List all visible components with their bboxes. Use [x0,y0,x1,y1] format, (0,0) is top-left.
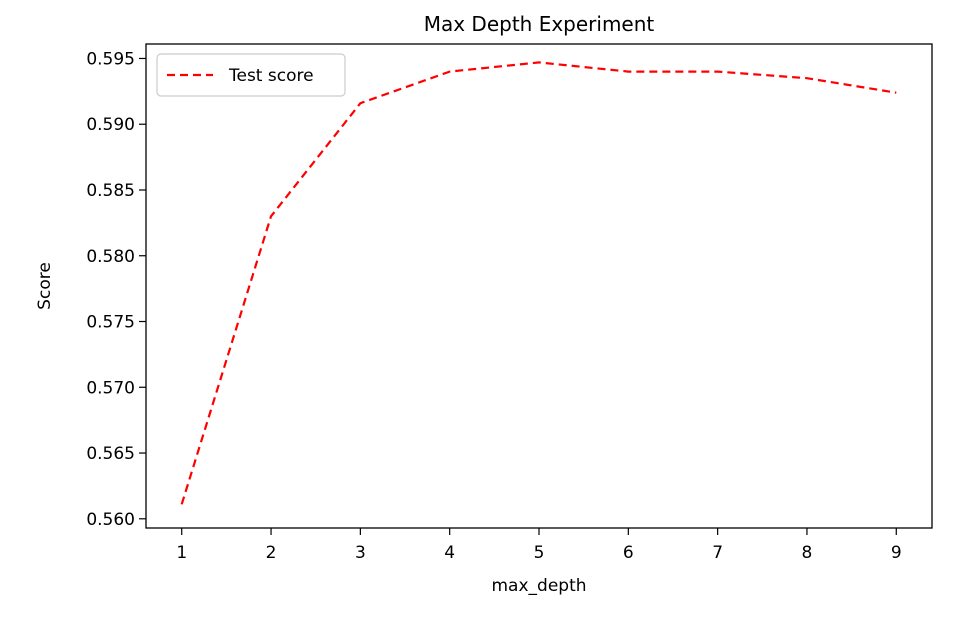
legend: Test score [156,53,346,97]
x-axis-label: max_depth [491,576,586,596]
plot-frame [145,43,933,529]
chart-title: Max Depth Experiment [424,12,655,36]
y-tick-label: 0.565 [86,444,135,464]
y-tick-label: 0.560 [86,510,135,530]
series-line-test-score [180,61,897,505]
x-tick-label: 6 [623,543,634,563]
x-tick-label: 5 [534,543,545,563]
plot-area [145,43,933,529]
y-tick-label: 0.580 [86,247,135,267]
y-tick-label: 0.570 [86,378,135,398]
x-tick-label: 4 [444,543,455,563]
y-tick-label: 0.585 [86,181,135,201]
y-tick-label: 0.590 [86,115,135,135]
y-tick-label: 0.575 [86,313,135,333]
y-tick-label: 0.595 [86,49,135,69]
x-axis: 1 2 3 4 5 6 7 8 9 [176,528,902,563]
legend-label: Test score [228,66,314,86]
y-axis-label: Score [35,262,55,310]
legend-box [156,53,346,97]
x-tick-label: 2 [266,543,277,563]
x-tick-label: 3 [355,543,366,563]
series-layer [180,61,897,505]
x-tick-label: 1 [176,543,187,563]
x-tick-label: 9 [891,543,902,563]
x-tick-label: 8 [802,543,813,563]
y-axis: 0.560 0.565 0.570 0.575 0.580 0.585 0.590 0.595 [86,49,146,530]
x-tick-label: 7 [712,543,723,563]
